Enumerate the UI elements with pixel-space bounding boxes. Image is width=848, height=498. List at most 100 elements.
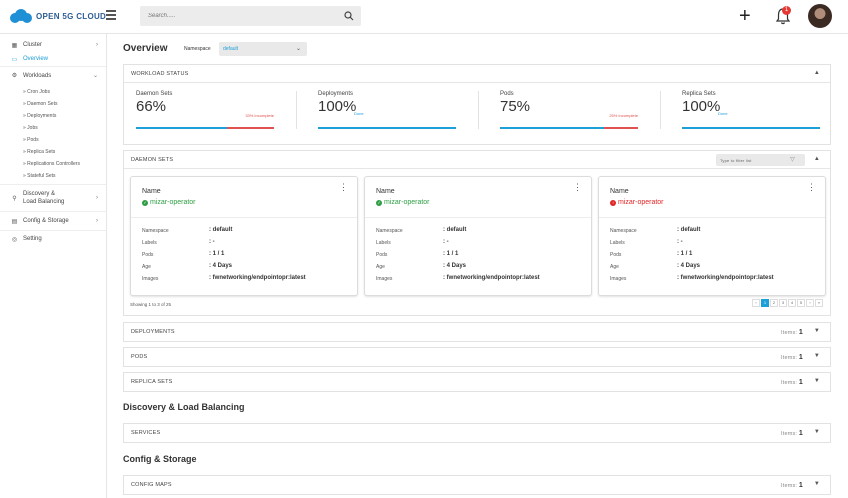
sidebar-sub-jobs[interactable]: » Jobs	[23, 125, 38, 131]
chevron-right-icon: ›	[96, 195, 98, 201]
panel-header[interactable]: PODS Items: 1 ▼	[124, 348, 830, 366]
sidebar-sub-daemon-sets[interactable]: » Daemon Sets	[23, 101, 58, 107]
search-box[interactable]	[140, 6, 361, 26]
search-input[interactable]	[148, 10, 338, 22]
name-label: Name	[610, 188, 629, 195]
caret-down-icon[interactable]: ▼	[813, 328, 820, 334]
page-button[interactable]: 2	[770, 299, 778, 307]
daemon-set-name[interactable]: ✓ mizar-operator	[142, 199, 196, 206]
more-options-icon[interactable]: ⋮	[807, 182, 816, 192]
menu-icon[interactable]	[106, 10, 116, 20]
page-button[interactable]: ›	[806, 299, 814, 307]
row-label-labels: Labels	[142, 240, 157, 246]
stat-note: Done	[354, 111, 364, 116]
sidebar: ▦ Cluster › ▭ Overview ⚙ Workloads ⌄ » C…	[0, 34, 107, 498]
panel-title: SERVICES	[131, 430, 161, 436]
row-value-images: : fwnetworking/endpointopr:latest	[677, 275, 774, 281]
row-label-images: Images	[376, 276, 393, 282]
sidebar-item-discovery[interactable]: ⚲ Discovery & Load Balancing ›	[0, 189, 106, 207]
sidebar-item-workloads[interactable]: ⚙ Workloads ⌄	[0, 70, 106, 81]
sidebar-sub-deployments[interactable]: » Deployments	[23, 113, 57, 119]
daemon-set-name[interactable]: ✓ mizar-operator	[376, 199, 430, 206]
sidebar-sub-replica-sets[interactable]: » Replica Sets	[23, 149, 56, 155]
stat-note: Done	[718, 111, 728, 116]
row-label-images: Images	[142, 276, 159, 282]
error-circle-icon: !	[610, 199, 616, 206]
sidebar-sub-stateful-sets[interactable]: » Stateful Sets	[23, 173, 56, 179]
caret-down-icon[interactable]: ▼	[813, 378, 820, 384]
namespace-select[interactable]: default ⌄	[219, 42, 307, 56]
search-icon[interactable]	[344, 11, 354, 21]
daemon-set-name[interactable]: ! mizar-operator	[610, 199, 664, 206]
config-storage-section-title: Config & Storage	[123, 454, 197, 464]
panel-title: PODS	[131, 354, 148, 360]
row-label-namespace: Namespace	[610, 228, 637, 234]
settings-icon: ◎	[11, 236, 18, 243]
page-button[interactable]: ‹	[752, 299, 760, 307]
sidebar-item-label: Setting	[23, 236, 42, 242]
pods-panel[interactable]: PODS Items: 1 ▼	[123, 347, 831, 367]
panel-header[interactable]: REPLICA SETS Items: 1 ▼	[124, 373, 830, 391]
check-circle-icon: ✓	[142, 199, 148, 206]
replica-sets-panel[interactable]: REPLICA SETS Items: 1 ▼	[123, 372, 831, 392]
row-label-pods: Pods	[142, 252, 154, 258]
page-button[interactable]: »	[815, 299, 823, 307]
progress-bar-fill	[682, 127, 820, 129]
more-options-icon[interactable]: ⋮	[339, 182, 348, 192]
panel-header[interactable]: SERVICES Items: 1 ▼	[124, 424, 830, 442]
page-button[interactable]: 4	[788, 299, 796, 307]
sidebar-item-setting[interactable]: ◎ Setting	[0, 234, 106, 244]
items-count: Items: 1	[780, 379, 803, 386]
avatar[interactable]	[808, 4, 832, 28]
row-value-age: : 4 Days	[209, 263, 233, 269]
top-bar: OPEN 5G CLOUD + 1	[0, 0, 848, 34]
stat-title: Pods	[500, 91, 514, 97]
panel-header[interactable]: CONFIG MAPS Items: 1 ▼	[124, 476, 830, 494]
divider	[478, 91, 479, 129]
daemon-set-card[interactable]: Name ✓ mizar-operator ⋮ Namespace: default La…	[364, 176, 592, 296]
deployments-panel[interactable]: DEPLOYMENTS Items: 1 ▼	[123, 322, 831, 342]
row-value-pods: : 1 / 1	[209, 251, 225, 257]
row-value-age: : 4 Days	[443, 263, 467, 269]
items-count: Items: 1	[780, 329, 803, 336]
services-panel[interactable]: SERVICES Items: 1 ▼	[123, 423, 831, 443]
caret-down-icon[interactable]: ▼	[813, 481, 820, 487]
row-value-age: : 4 Days	[677, 263, 701, 269]
more-options-icon[interactable]: ⋮	[573, 182, 582, 192]
daemon-set-card[interactable]: Name ! mizar-operator ⋮ Namespace: default La…	[598, 176, 826, 296]
divider	[365, 217, 591, 218]
filter-input[interactable]: Type to filter list ▽	[716, 154, 805, 166]
sidebar-item-overview[interactable]: ▭ Overview	[0, 54, 106, 64]
row-label-images: Images	[610, 276, 627, 282]
row-label-pods: Pods	[376, 252, 388, 258]
daemon-set-card[interactable]: Name ✓ mizar-operator ⋮ Namespace: default La…	[130, 176, 358, 296]
pagination: ‹ 1 2 3 4 5 ›»	[751, 299, 823, 307]
sidebar-item-cluster[interactable]: ▦ Cluster ›	[0, 39, 106, 51]
sidebar-sub-replication-controllers[interactable]: » Replications Controllers	[23, 161, 80, 167]
monitor-icon: ▭	[11, 56, 18, 63]
sidebar-sub-cron-jobs[interactable]: » Cron Jobs	[23, 89, 50, 95]
caret-down-icon[interactable]: ▼	[813, 353, 820, 359]
caret-up-icon[interactable]: ▲	[813, 70, 820, 76]
caret-down-icon[interactable]: ▼	[813, 429, 820, 435]
sidebar-item-config-storage[interactable]: ▤ Config & Storage ›	[0, 216, 106, 226]
caret-up-icon[interactable]: ▲	[813, 156, 820, 162]
panel-header[interactable]: WORKLOAD STATUS ▲	[124, 65, 830, 83]
pagination-info: Showing 1 to 3 of 25	[130, 302, 172, 307]
stat-daemon-sets: Daemon Sets 66% 33% Incomplete	[136, 91, 276, 129]
sidebar-sub-pods[interactable]: » Pods	[23, 137, 39, 143]
add-icon[interactable]: +	[739, 5, 751, 27]
panel-title: DEPLOYMENTS	[131, 329, 175, 335]
config-maps-panel[interactable]: CONFIG MAPS Items: 1 ▼	[123, 475, 831, 495]
row-value-pods: : 1 / 1	[443, 251, 459, 257]
page-button[interactable]: 1	[761, 299, 769, 307]
name-label: Name	[376, 188, 395, 195]
row-label-age: Age	[142, 264, 151, 270]
panel-header[interactable]: DAEMON SETS Type to filter list ▽ ▲	[124, 151, 830, 169]
stat-title: Replica Sets	[682, 91, 716, 97]
panel-header[interactable]: DEPLOYMENTS Items: 1 ▼	[124, 323, 830, 341]
logo[interactable]: OPEN 5G CLOUD	[10, 9, 106, 23]
stat-deployments: Deployments 100% Done	[318, 91, 458, 129]
page-button[interactable]: 5	[797, 299, 805, 307]
page-button[interactable]: 3	[779, 299, 787, 307]
